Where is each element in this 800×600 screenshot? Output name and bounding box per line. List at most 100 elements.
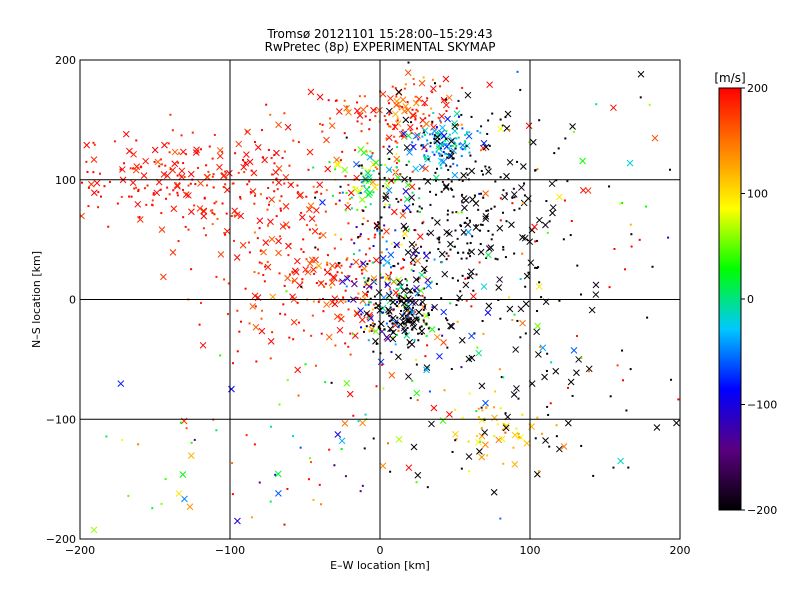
scatter-cross — [130, 150, 137, 158]
scatter-dot — [407, 299, 410, 302]
scatter-cross — [316, 181, 324, 189]
scatter-dot — [433, 140, 436, 143]
scatter-dot — [394, 171, 397, 174]
scatter-cross — [373, 221, 381, 229]
scatter-cross — [252, 323, 260, 331]
scatter-dot — [321, 123, 324, 126]
scatter-dot — [409, 129, 412, 132]
scatter-dot — [534, 169, 537, 172]
scatter-dot — [412, 77, 415, 80]
scatter-dot — [449, 302, 452, 305]
scatter-cross — [485, 251, 492, 259]
scatter-dot — [404, 295, 407, 298]
scatter-dot — [460, 113, 463, 116]
scatter-dot — [540, 432, 543, 435]
scatter-dot — [445, 130, 448, 133]
scatter-dot — [524, 332, 527, 335]
scatter-cross — [412, 299, 419, 307]
scatter-dot — [423, 133, 426, 136]
scatter-cross — [405, 132, 412, 140]
scatter-cross — [430, 85, 437, 93]
scatter-dot — [221, 202, 224, 205]
scatter-dot — [360, 181, 363, 184]
scatter-dot — [467, 440, 470, 443]
scatter-dot — [177, 240, 180, 243]
scatter-dot — [441, 334, 444, 337]
scatter-dot — [297, 191, 300, 194]
scatter-dot — [128, 195, 131, 198]
scatter-dot — [518, 436, 521, 439]
scatter-dot — [305, 195, 308, 198]
scatter-dot — [621, 349, 624, 352]
scatter-dot — [473, 194, 476, 197]
scatter-dot — [345, 191, 348, 194]
scatter-dot — [288, 164, 291, 167]
scatter-dot — [382, 311, 385, 314]
scatter-dot — [273, 190, 276, 193]
scatter-dot — [379, 261, 382, 264]
scatter-cross — [422, 252, 430, 260]
scatter-cross — [406, 338, 414, 346]
scatter-dot — [326, 254, 329, 257]
scatter-dot — [344, 300, 347, 303]
scatter-cross — [468, 354, 476, 362]
scatter-dot — [546, 405, 549, 408]
scatter-dot — [176, 174, 179, 177]
scatter-dot — [137, 443, 140, 446]
scatter-cross — [617, 457, 624, 465]
scatter-dot — [324, 282, 327, 285]
scatter-cross — [464, 221, 472, 228]
scatter-dot — [401, 129, 404, 132]
scatter-dot — [269, 500, 272, 503]
scatter-dot — [317, 300, 320, 303]
scatter-dot — [398, 292, 401, 295]
scatter-dot — [409, 291, 412, 294]
scatter-cross — [294, 366, 302, 374]
scatter-dot — [139, 165, 142, 168]
scatter-dot — [412, 270, 415, 273]
scatter-dot — [307, 478, 310, 481]
scatter-cross — [249, 303, 257, 310]
scatter-cross — [414, 257, 421, 265]
scatter-dot — [511, 196, 514, 199]
scatter-cross — [237, 212, 245, 220]
scatter-cross — [552, 367, 560, 375]
scatter-dot — [396, 296, 399, 299]
scatter-dot — [169, 113, 172, 116]
scatter-cross — [410, 443, 418, 451]
scatter-dot — [441, 98, 444, 101]
scatter-dot — [394, 87, 397, 90]
scatter-dot — [490, 238, 493, 241]
scatter-cross — [431, 303, 438, 311]
scatter-dot — [445, 252, 448, 255]
scatter-dot — [511, 202, 514, 205]
scatter-cross — [402, 103, 410, 110]
scatter-cross — [476, 448, 483, 455]
scatter-cross — [533, 328, 540, 336]
scatter-dot — [345, 285, 348, 288]
colorbar-gradient — [718, 87, 742, 511]
scatter-cross — [389, 314, 397, 322]
scatter-cross — [485, 302, 493, 310]
scatter-dot — [646, 316, 649, 319]
scatter-dot — [621, 379, 624, 382]
scatter-dot — [93, 143, 96, 146]
scatter-dot — [388, 157, 391, 160]
scatter-dot — [467, 252, 470, 255]
scatter-dot — [378, 172, 381, 175]
scatter-cross — [364, 168, 372, 175]
scatter-dot — [274, 473, 277, 476]
scatter-dot — [440, 121, 443, 124]
scatter-dot — [264, 265, 267, 268]
scatter-cross — [226, 169, 233, 177]
scatter-cross — [513, 385, 520, 392]
scatter-dot — [283, 284, 286, 287]
scatter-dot — [366, 262, 369, 265]
scatter-dot — [429, 203, 432, 206]
scatter-dot — [409, 179, 412, 182]
scatter-dot — [278, 403, 281, 406]
scatter-dot — [423, 154, 426, 157]
scatter-dot — [341, 150, 344, 153]
scatter-dot — [420, 333, 423, 336]
scatter-dot — [263, 280, 266, 283]
